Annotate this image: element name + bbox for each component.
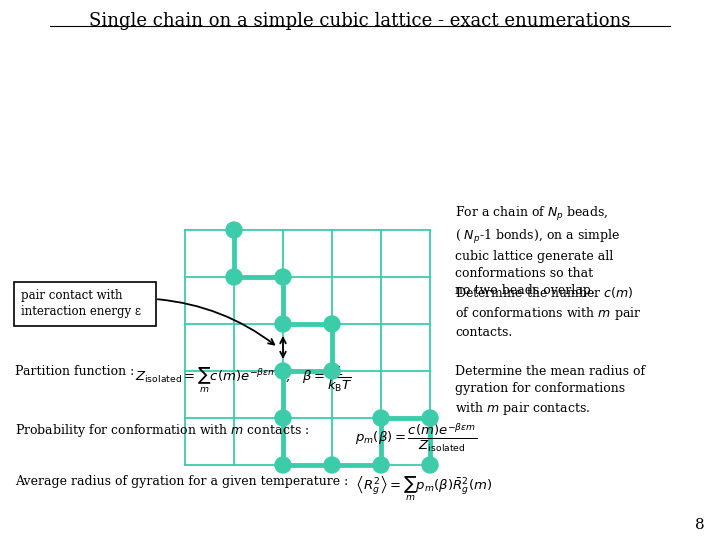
Text: For a chain of $N_p$ beads,
( $N_p$-1 bonds), on a simple
cubic lattice generate: For a chain of $N_p$ beads, ( $N_p$-1 bo… (455, 205, 620, 297)
Text: 8: 8 (696, 518, 705, 532)
Circle shape (275, 457, 291, 473)
Text: pair contact with: pair contact with (21, 289, 122, 302)
Circle shape (324, 363, 340, 379)
Circle shape (226, 269, 242, 285)
Circle shape (275, 269, 291, 285)
Circle shape (275, 316, 291, 332)
Text: Determine the mean radius of
gyration for conformations
with $m$ pair contacts.: Determine the mean radius of gyration fo… (455, 365, 645, 417)
Circle shape (275, 410, 291, 426)
Circle shape (226, 222, 242, 238)
Text: Partition function :: Partition function : (15, 365, 143, 378)
Circle shape (373, 410, 389, 426)
Circle shape (373, 457, 389, 473)
Text: Determine the number $c(m)$
of conformations with $m$ pair
contacts.: Determine the number $c(m)$ of conformat… (455, 285, 642, 339)
Circle shape (324, 457, 340, 473)
Circle shape (324, 316, 340, 332)
Circle shape (422, 410, 438, 426)
Text: interaction energy ε: interaction energy ε (21, 305, 141, 318)
Text: Single chain on a simple cubic lattice - exact enumerations: Single chain on a simple cubic lattice -… (89, 12, 631, 30)
Circle shape (422, 457, 438, 473)
Text: $\left\langle R_g^2 \right\rangle = \sum_m p_m(\beta) \bar{R}_g^2(m)$: $\left\langle R_g^2 \right\rangle = \sum… (355, 475, 492, 503)
Text: $p_m(\beta) = \dfrac{c(m)e^{-\beta\varepsilon m}}{Z_{\mathrm{isolated}}}$: $p_m(\beta) = \dfrac{c(m)e^{-\beta\varep… (355, 422, 477, 454)
FancyBboxPatch shape (14, 282, 156, 326)
Circle shape (275, 363, 291, 379)
Text: Probability for conformation with $m$ contacts :: Probability for conformation with $m$ co… (15, 422, 319, 439)
Text: Average radius of gyration for a given temperature :: Average radius of gyration for a given t… (15, 475, 360, 488)
Text: $Z_{\mathrm{isolated}} = \sum_m c(m) e^{-\beta\varepsilon m}$  ,   $\beta = \dfr: $Z_{\mathrm{isolated}} = \sum_m c(m) e^{… (135, 365, 353, 395)
